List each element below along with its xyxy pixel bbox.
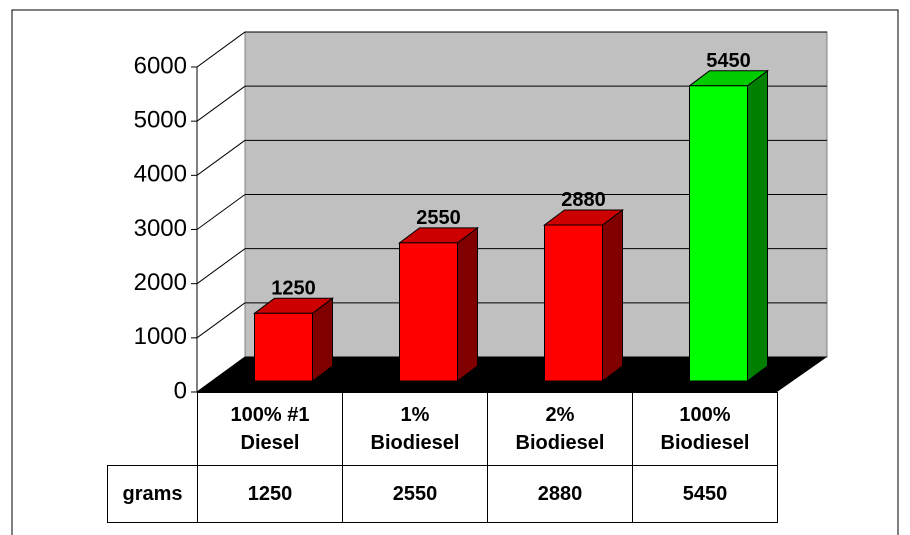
bar-side [602, 209, 623, 382]
bar [254, 312, 313, 382]
value-label: 5450 [706, 50, 751, 72]
value-label: 1250 [271, 277, 316, 299]
y-tick-label: 6000 [134, 52, 187, 79]
bar [544, 224, 603, 382]
chart-border [11, 9, 899, 535]
bar-side [747, 69, 768, 382]
bar [399, 242, 458, 382]
value-cell: 5450 [632, 465, 778, 523]
value-label: 2550 [416, 207, 461, 229]
grid-line [196, 302, 246, 339]
category-cell: 1% Biodiesel [342, 392, 488, 466]
value-label: 2880 [561, 189, 606, 211]
grid-line [196, 85, 246, 122]
floor [197, 357, 827, 392]
y-tick-label: 4000 [134, 161, 187, 188]
grid-line [196, 31, 246, 68]
category-cell: 100% #1 Diesel [197, 392, 343, 466]
y-tick-label: 5000 [134, 107, 187, 134]
value-cell: 1250 [197, 465, 343, 523]
value-cell: 2880 [487, 465, 633, 523]
category-cell: 100% Biodiesel [632, 392, 778, 466]
category-cell: 2% Biodiesel [487, 392, 633, 466]
grid-line [196, 248, 246, 285]
y-tick-label: 2000 [134, 269, 187, 296]
y-tick-label: 0 [174, 377, 187, 404]
grid-line [196, 194, 246, 230]
bar [689, 85, 748, 382]
y-tick-label: 1000 [134, 323, 187, 350]
grid-line [196, 139, 246, 176]
value-cell: 2550 [342, 465, 488, 523]
y-tick-label: 3000 [134, 215, 187, 242]
bar-side [457, 226, 478, 382]
series-name-cell: grams [107, 465, 198, 523]
